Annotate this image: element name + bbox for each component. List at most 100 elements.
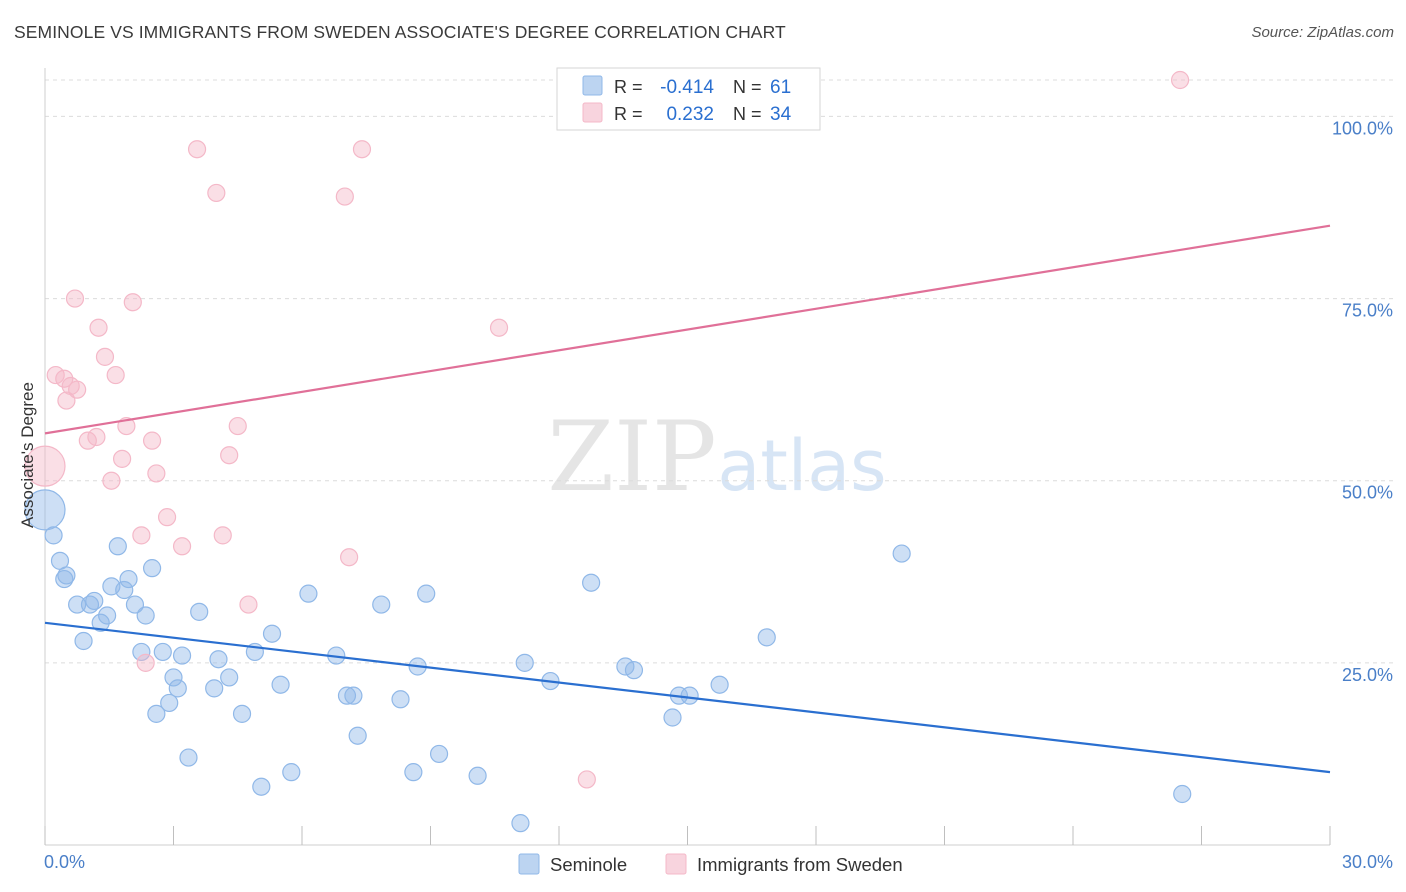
data-point — [24, 445, 66, 487]
stats-n-label: N = — [733, 104, 762, 124]
data-point — [115, 580, 134, 600]
data-point — [429, 744, 449, 764]
data-point — [391, 690, 410, 709]
y-tick-label: 50.0% — [1342, 483, 1393, 503]
data-point — [252, 777, 271, 796]
watermark: ZIP atlas — [547, 401, 886, 513]
data-point — [98, 606, 117, 625]
data-point — [68, 595, 87, 614]
data-point — [132, 642, 151, 662]
data-point — [95, 347, 115, 366]
data-point — [74, 631, 93, 651]
data-point — [511, 814, 530, 833]
x-tick-label-min: 0.0% — [44, 852, 85, 872]
data-point — [65, 289, 85, 308]
stats-swatch — [582, 102, 603, 123]
stats-swatch — [582, 75, 603, 96]
data-point — [123, 293, 142, 312]
stats-r-value: -0.414 — [660, 77, 714, 98]
chart-title: SEMINOLE VS IMMIGRANTS FROM SWEDEN ASSOC… — [14, 22, 786, 42]
data-point — [87, 427, 106, 447]
data-point — [147, 704, 166, 723]
data-point — [282, 763, 301, 782]
data-point — [136, 653, 155, 672]
data-point — [582, 573, 601, 592]
data-point — [489, 318, 509, 337]
data-point — [147, 464, 166, 483]
data-point — [220, 446, 239, 465]
data-point — [153, 642, 172, 662]
stats-n-label: N = — [733, 77, 762, 97]
data-point — [663, 708, 682, 727]
series-seminole-points — [24, 489, 1192, 833]
data-point — [209, 650, 228, 669]
data-point — [168, 679, 187, 698]
data-point — [468, 766, 487, 785]
data-point — [213, 526, 232, 545]
data-point — [142, 431, 162, 450]
data-point — [172, 537, 192, 556]
x-tick-labels: 0.0% 30.0% — [44, 852, 1393, 872]
data-point — [157, 508, 177, 527]
data-point — [112, 449, 132, 468]
data-point — [142, 559, 162, 578]
data-point — [132, 526, 151, 545]
data-point — [220, 668, 239, 687]
trend-line-immigrants-from-sweden — [44, 224, 1331, 435]
data-point — [1173, 784, 1192, 804]
stats-r-label: R = — [614, 77, 643, 97]
stats-r-value: 0.232 — [666, 104, 714, 125]
data-point — [55, 569, 74, 589]
legend-swatch — [665, 853, 687, 875]
data-point — [160, 693, 179, 713]
data-point — [340, 548, 359, 567]
data-point — [577, 770, 596, 789]
stats-legend-box: R = -0.414 N = 61 R = 0.232 N = 34 — [556, 67, 821, 131]
gridlines — [45, 79, 1395, 664]
y-tick-label: 25.0% — [1342, 665, 1393, 685]
data-point — [404, 763, 423, 782]
data-point — [348, 726, 367, 745]
axes — [44, 68, 1331, 846]
data-point — [262, 624, 282, 643]
data-point — [232, 704, 252, 723]
data-point — [172, 646, 192, 665]
legend-swatch — [518, 853, 540, 875]
data-point — [344, 686, 363, 705]
trend-line-seminole — [44, 621, 1331, 774]
data-point — [710, 675, 729, 694]
series-immigrants-from-sweden-points — [24, 70, 1190, 789]
data-point — [892, 544, 911, 563]
data-point — [352, 140, 372, 159]
data-points — [24, 70, 1192, 833]
data-point — [44, 526, 63, 545]
stats-r-label: R = — [614, 104, 643, 124]
data-point — [190, 602, 209, 621]
data-point — [515, 653, 534, 672]
data-point — [207, 183, 226, 203]
data-point — [417, 584, 436, 603]
data-point — [239, 595, 258, 614]
data-point — [205, 679, 224, 698]
legend-label: Seminole — [550, 854, 627, 875]
y-tick-label: 75.0% — [1342, 301, 1393, 321]
data-point — [372, 595, 391, 614]
data-point — [757, 628, 776, 647]
data-point — [24, 489, 66, 531]
y-tick-labels: 25.0% 50.0% 75.0% 100.0% — [1332, 118, 1393, 684]
stats-n-value: 34 — [770, 104, 792, 125]
data-point — [680, 686, 699, 705]
data-point — [89, 318, 108, 337]
data-point — [228, 416, 247, 436]
data-point — [164, 668, 183, 687]
data-point — [85, 591, 104, 611]
data-point — [299, 584, 318, 603]
data-point — [108, 537, 127, 556]
data-point — [102, 471, 121, 490]
data-point — [91, 613, 110, 632]
y-axis-label: Associate's Degree — [18, 382, 37, 528]
y-tick-label: 100.0% — [1332, 118, 1393, 138]
data-point — [624, 661, 644, 680]
data-point — [1170, 70, 1190, 90]
watermark-zip: ZIP — [547, 401, 716, 513]
